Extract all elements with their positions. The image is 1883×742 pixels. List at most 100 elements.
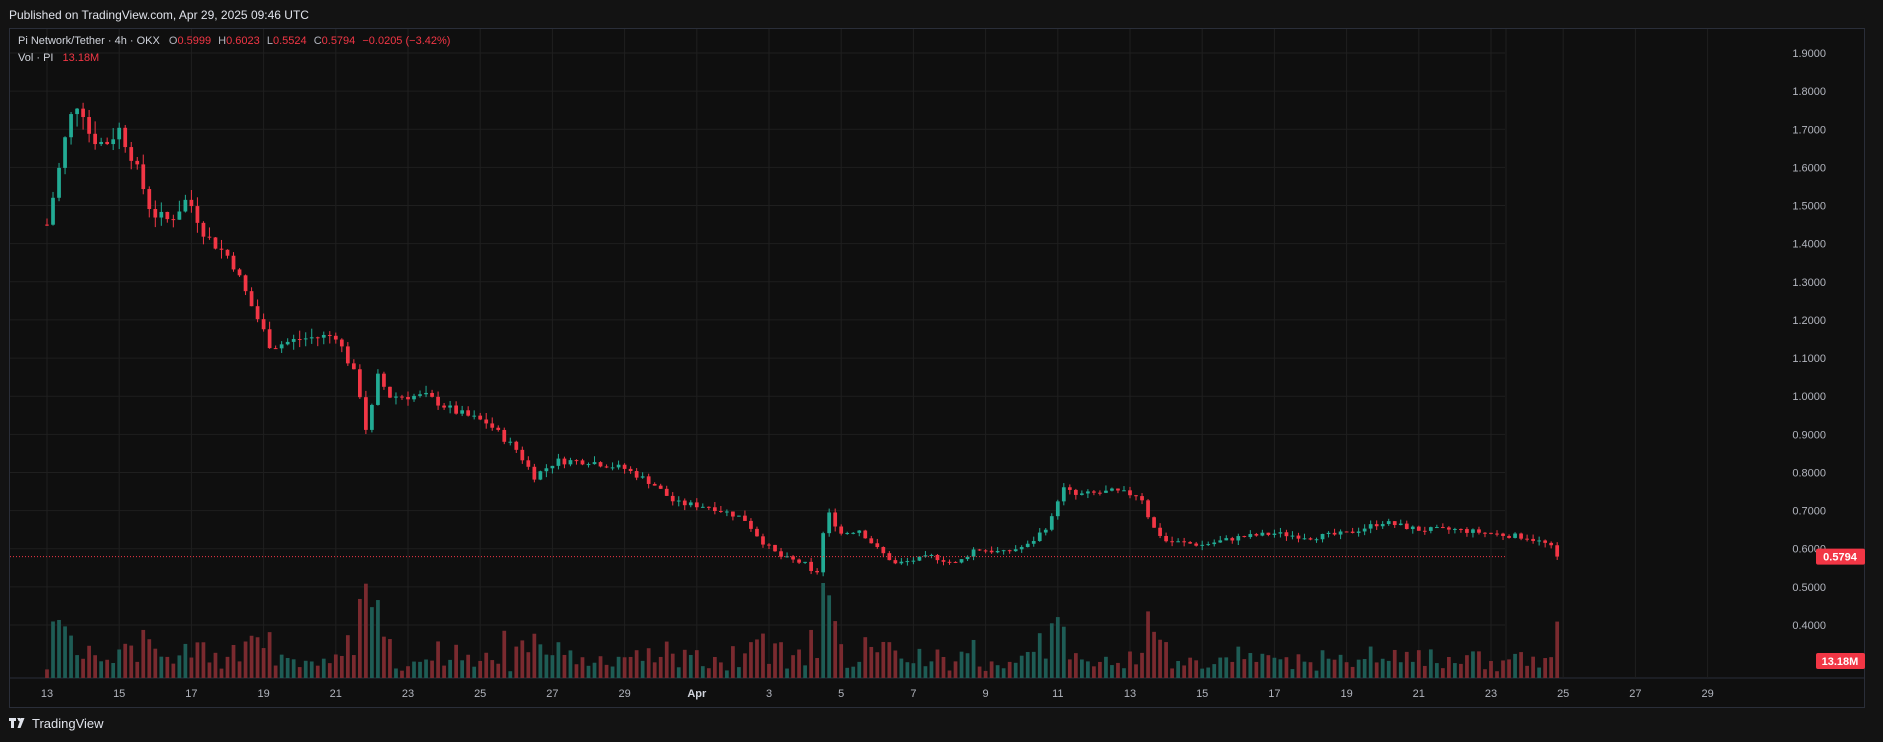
volume-bar (610, 666, 615, 678)
volume-bar (749, 642, 753, 678)
volume-bar (303, 660, 308, 678)
volume-bar (1350, 666, 1355, 678)
candle-body (111, 139, 116, 145)
time-tick-label: 13 (41, 688, 53, 700)
tradingview-logo[interactable]: TradingView (9, 716, 104, 731)
published-note: Published on TradingView.com, Apr 29, 20… (9, 8, 309, 22)
volume-bar (279, 654, 284, 678)
candle-body (586, 464, 591, 466)
volume-bar (1134, 664, 1138, 678)
candle-body (773, 544, 777, 552)
candle-body (1404, 523, 1409, 530)
volume-bar (1224, 657, 1229, 678)
candle-body (171, 219, 176, 221)
candle-body (394, 396, 398, 398)
candle-body (285, 341, 290, 345)
volume-bar (1434, 663, 1439, 678)
candle-body (598, 462, 603, 467)
candle-body (803, 561, 807, 563)
volume-bar (376, 600, 380, 678)
candle-body (508, 441, 513, 443)
volume-bar (743, 653, 747, 678)
volume-bar (430, 660, 434, 678)
candle-body (1049, 516, 1054, 530)
volume-bar (845, 667, 850, 678)
volume-bar (893, 650, 898, 678)
time-tick-label: 29 (1701, 688, 1713, 700)
volume-bar (1549, 657, 1554, 678)
volume-bar (147, 639, 152, 678)
last-price-label: 0.5794 (1823, 552, 1858, 564)
volume-bar (1212, 664, 1217, 678)
candle-body (899, 561, 904, 564)
candle-body (63, 137, 67, 168)
volume-bar (550, 655, 555, 678)
volume-bar (532, 633, 537, 678)
chart-frame[interactable] (9, 28, 1865, 708)
volume-title[interactable]: Vol · PI (18, 52, 54, 64)
volume-bar (839, 644, 844, 678)
time-tick-label: 27 (546, 688, 558, 700)
candle-body (261, 319, 266, 330)
price-tick-label: 1.8000 (1792, 86, 1826, 98)
volume-bar (1368, 646, 1373, 678)
symbol-title[interactable]: Pi Network/Tether · 4h · OKX (18, 35, 160, 47)
candle-body (749, 520, 753, 529)
volume-bar (1025, 651, 1030, 678)
time-tick-label: 23 (1485, 688, 1497, 700)
candle-body (971, 549, 976, 557)
candle-body (1001, 550, 1006, 552)
candle-body (129, 147, 134, 161)
volume-bar (1067, 659, 1072, 678)
volume-bar (1140, 652, 1144, 678)
candle-body (863, 530, 868, 539)
volume-bar (502, 630, 507, 678)
candle-body (123, 127, 128, 148)
candle-body (947, 561, 952, 563)
candle-body (797, 559, 801, 563)
volume-bar (652, 662, 657, 678)
candle-body (1013, 549, 1018, 552)
time-tick-label: 3 (766, 688, 772, 700)
volume-bar (1248, 653, 1253, 678)
candle-body (297, 339, 302, 341)
last-value-markers: 0.5794 13.18M (10, 548, 1865, 669)
candle-body (1296, 535, 1301, 539)
symbol-legend: Pi Network/Tether · 4h · OKX O0.5999 H0.… (18, 35, 450, 47)
volume-bar (123, 643, 128, 678)
candle-body (255, 306, 260, 320)
candle-body (640, 476, 645, 478)
candle-body (574, 460, 579, 462)
candle-body (694, 502, 699, 508)
price-tick-label: 0.7000 (1792, 506, 1826, 518)
candle-body (628, 468, 633, 472)
candle-body (460, 410, 465, 414)
close-label: C (313, 35, 322, 47)
volume-bar (1086, 661, 1090, 678)
volume-bar (1049, 623, 1054, 678)
candle-body (1037, 532, 1042, 542)
volume-bar (1471, 651, 1475, 678)
volume-bar (983, 670, 988, 678)
candle-body (1555, 545, 1560, 557)
candle-body (1477, 529, 1481, 533)
volume-bar (875, 652, 880, 678)
volume-bar (634, 650, 639, 678)
candle-body (652, 483, 657, 486)
volume-bar (394, 668, 398, 678)
volume-bar (538, 644, 543, 678)
candle-body (1278, 532, 1283, 534)
candle-body (1031, 541, 1036, 544)
candle-body (1272, 533, 1277, 535)
candle-body (761, 536, 765, 545)
candle-body (977, 549, 982, 551)
volume-bar (201, 642, 206, 678)
candle-body (712, 507, 717, 511)
volume-bar (1441, 668, 1445, 678)
volume-bar (779, 642, 783, 678)
volume-bar (676, 667, 681, 678)
candle-body (731, 511, 735, 517)
volume-bar (869, 646, 874, 678)
candle-body (556, 458, 561, 466)
